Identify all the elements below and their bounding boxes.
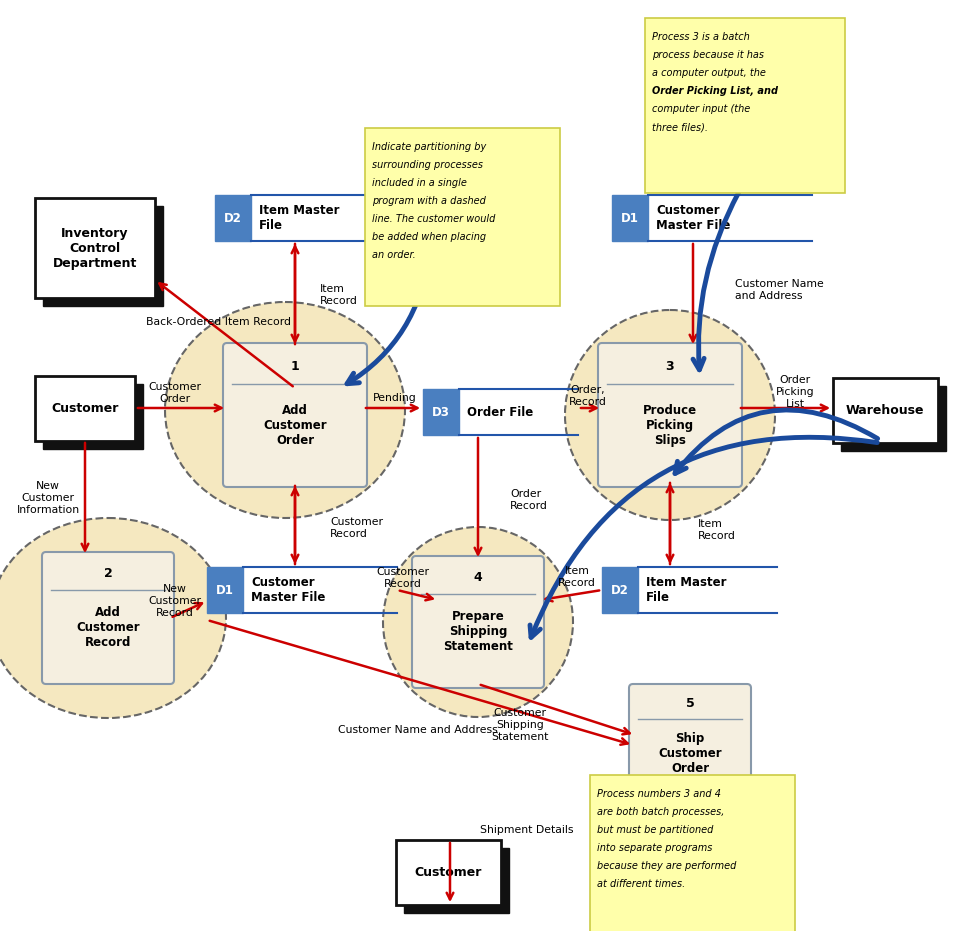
Text: Inventory
Control
Department: Inventory Control Department (53, 226, 137, 269)
Text: process because it has: process because it has (652, 50, 764, 60)
Text: Prepare
Shipping
Statement: Prepare Shipping Statement (444, 610, 513, 653)
FancyBboxPatch shape (590, 775, 795, 931)
Text: Customer
Record: Customer Record (330, 518, 383, 539)
Text: Item Master
File: Item Master File (259, 204, 340, 232)
Text: at different times.: at different times. (597, 879, 685, 889)
Ellipse shape (383, 527, 573, 717)
Text: an order.: an order. (372, 250, 416, 260)
Text: Produce
Picking
Slips: Produce Picking Slips (643, 404, 697, 447)
Ellipse shape (565, 310, 775, 520)
Text: Item
Record: Item Record (558, 566, 596, 587)
FancyBboxPatch shape (35, 198, 155, 298)
Text: Order File: Order File (467, 406, 533, 419)
Text: three files).: three files). (652, 122, 708, 132)
Text: a computer output, the: a computer output, the (652, 68, 766, 78)
FancyBboxPatch shape (841, 385, 946, 451)
FancyBboxPatch shape (215, 195, 251, 241)
Text: Indicate partitioning by: Indicate partitioning by (372, 142, 487, 152)
Text: Order
Picking
List: Order Picking List (776, 375, 814, 409)
Text: Customer
Record: Customer Record (376, 567, 429, 588)
Text: New
Customer
Information: New Customer Information (16, 481, 80, 515)
Text: D2: D2 (612, 584, 629, 597)
FancyBboxPatch shape (43, 384, 143, 449)
Text: Order,
Record: Order, Record (569, 385, 607, 407)
Text: Customer Name
and Address: Customer Name and Address (735, 279, 824, 301)
Text: D1: D1 (621, 211, 639, 224)
FancyBboxPatch shape (412, 556, 544, 688)
FancyBboxPatch shape (223, 343, 367, 487)
Text: line. The customer would: line. The customer would (372, 214, 495, 224)
Ellipse shape (165, 302, 405, 518)
Text: Add
Customer
Record: Add Customer Record (76, 606, 140, 649)
Text: 3: 3 (665, 359, 674, 372)
Text: are both batch processes,: are both batch processes, (597, 807, 725, 817)
Text: Customer: Customer (51, 401, 119, 414)
Text: Warehouse: Warehouse (846, 403, 924, 416)
Text: Back-Ordered Item Record: Back-Ordered Item Record (146, 317, 291, 327)
FancyBboxPatch shape (832, 377, 938, 442)
Text: Process numbers 3 and 4: Process numbers 3 and 4 (597, 789, 721, 799)
FancyBboxPatch shape (612, 195, 648, 241)
Text: because they are performed: because they are performed (597, 861, 736, 871)
Text: surrounding processes: surrounding processes (372, 160, 483, 170)
Text: 5: 5 (685, 697, 694, 710)
Text: Customer
Order: Customer Order (149, 383, 202, 404)
FancyBboxPatch shape (403, 847, 509, 912)
Text: Customer Name and Address: Customer Name and Address (338, 725, 498, 735)
FancyBboxPatch shape (43, 206, 163, 306)
Text: into separate programs: into separate programs (597, 843, 712, 853)
Text: Customer
Master File: Customer Master File (656, 204, 731, 232)
Text: Customer
Master File: Customer Master File (251, 576, 325, 604)
FancyBboxPatch shape (207, 567, 243, 613)
Text: but must be partitioned: but must be partitioned (597, 825, 713, 835)
Text: Add
Customer
Order: Add Customer Order (263, 404, 326, 447)
Text: program with a dashed: program with a dashed (372, 196, 486, 206)
Text: Process 3 is a batch: Process 3 is a batch (652, 32, 750, 42)
Text: Order
Record: Order Record (510, 489, 548, 511)
Text: D3: D3 (432, 406, 450, 419)
Text: Shipment Details: Shipment Details (480, 825, 573, 835)
Ellipse shape (0, 518, 226, 718)
FancyBboxPatch shape (602, 567, 638, 613)
Text: D2: D2 (224, 211, 242, 224)
FancyBboxPatch shape (396, 840, 500, 905)
Text: Customer
Shipping
Statement: Customer Shipping Statement (492, 708, 549, 742)
Text: be added when placing: be added when placing (372, 232, 486, 242)
Text: Item
Record: Item Record (320, 284, 358, 305)
Text: Item
Record: Item Record (698, 519, 736, 541)
FancyBboxPatch shape (645, 18, 845, 193)
Text: Ship
Customer
Order: Ship Customer Order (659, 732, 722, 775)
Text: included in a single: included in a single (372, 178, 467, 188)
FancyBboxPatch shape (365, 128, 560, 306)
Text: Order Picking List, and: Order Picking List, and (652, 86, 778, 96)
FancyBboxPatch shape (35, 375, 135, 440)
Text: Customer: Customer (415, 866, 482, 879)
FancyBboxPatch shape (423, 389, 459, 435)
Text: New
Customer
Record: New Customer Record (149, 585, 202, 617)
FancyBboxPatch shape (42, 552, 174, 684)
Text: computer input (the: computer input (the (652, 104, 751, 114)
Text: 2: 2 (104, 567, 112, 580)
Text: 1: 1 (291, 359, 300, 372)
FancyBboxPatch shape (629, 684, 751, 806)
FancyBboxPatch shape (598, 343, 742, 487)
Text: D1: D1 (216, 584, 234, 597)
Text: 4: 4 (473, 571, 482, 584)
Text: Pending: Pending (373, 393, 417, 403)
Text: Item Master
File: Item Master File (646, 576, 727, 604)
